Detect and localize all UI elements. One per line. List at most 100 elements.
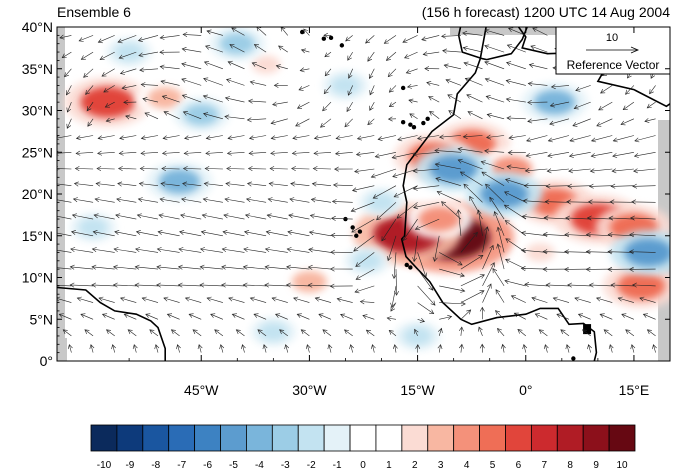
wind-vector-head bbox=[86, 106, 92, 112]
wind-vector-shaft bbox=[57, 215, 72, 220]
wind-vector-shaft bbox=[588, 344, 591, 353]
wind-vector-shaft bbox=[181, 198, 202, 203]
wind-vector-head bbox=[582, 329, 588, 335]
island bbox=[425, 116, 430, 122]
wind-vector-head bbox=[585, 249, 591, 255]
wind-vector-shaft bbox=[248, 100, 267, 103]
wind-vector-head bbox=[330, 232, 336, 238]
wind-vector-head bbox=[242, 282, 248, 288]
wind-vector-head bbox=[628, 266, 634, 272]
wind-vector-head bbox=[91, 247, 97, 253]
wind-vector-head bbox=[324, 52, 330, 58]
wind-vector-shaft bbox=[566, 344, 570, 353]
wind-vector-shaft bbox=[264, 284, 288, 287]
colorbar-label: 5 bbox=[490, 460, 496, 471]
wind-vector-head bbox=[219, 344, 225, 350]
wind-vector-shaft bbox=[203, 78, 224, 86]
wind-vector-shaft bbox=[524, 284, 548, 287]
anomaly-blob bbox=[418, 206, 461, 232]
wind-vector-head bbox=[159, 34, 165, 40]
wind-vector-shaft bbox=[292, 135, 310, 139]
wind-vector-head bbox=[620, 120, 626, 126]
wind-vector-head bbox=[356, 135, 362, 141]
wind-vector-head bbox=[422, 51, 428, 57]
wind-vector-head bbox=[388, 102, 394, 107]
wind-vector-head bbox=[460, 301, 466, 307]
colorbar-label: -7 bbox=[177, 460, 186, 471]
wind-vector-head bbox=[565, 215, 571, 221]
wind-vector-shaft bbox=[222, 248, 245, 253]
wind-vector-head bbox=[245, 197, 251, 203]
wind-vector-head bbox=[251, 62, 257, 67]
wind-vector-head bbox=[547, 153, 553, 158]
colorbar-swatch bbox=[530, 424, 558, 452]
wind-vector-head bbox=[586, 215, 592, 221]
wind-vector-head bbox=[639, 296, 645, 302]
wind-vector-shaft bbox=[572, 118, 591, 127]
wind-vector-shaft bbox=[73, 198, 94, 203]
wind-vector-shaft bbox=[517, 329, 526, 337]
wind-vector-head bbox=[355, 262, 361, 267]
wind-vector-shaft bbox=[442, 50, 461, 53]
wind-vector-shaft bbox=[269, 183, 288, 186]
wind-vector-shaft bbox=[625, 85, 635, 95]
wind-vector-head bbox=[226, 78, 232, 84]
wind-vector-shaft bbox=[114, 231, 137, 237]
wind-vector-shaft bbox=[417, 135, 440, 139]
wind-vector-shaft bbox=[185, 297, 202, 303]
wind-vector-shaft bbox=[320, 118, 332, 128]
wind-vector-head bbox=[462, 46, 468, 51]
wind-vector-shaft bbox=[125, 115, 137, 120]
wind-vector-head bbox=[210, 313, 216, 318]
wind-vector-shaft bbox=[298, 85, 310, 91]
colorbar: -10 -9 -8 -7 -6 -5 -4 -3 -2 -1 0 1 2 3 4 5 6 7 8 9 10 bbox=[90, 424, 636, 471]
wind-vector-head bbox=[113, 247, 119, 253]
wind-vector-shaft bbox=[607, 251, 634, 253]
wind-vector-shaft bbox=[98, 35, 115, 43]
wind-vector-shaft bbox=[621, 313, 635, 320]
wind-vector-shaft bbox=[156, 266, 180, 270]
colorbar-label: 4 bbox=[464, 460, 470, 471]
wind-vector-shaft bbox=[120, 297, 137, 303]
wind-vector-shaft bbox=[353, 235, 375, 252]
wind-vector-shaft bbox=[336, 135, 353, 139]
wind-vector-head bbox=[409, 113, 415, 118]
wind-vector-head bbox=[137, 197, 143, 203]
wind-vector-shaft bbox=[285, 344, 289, 353]
wind-vector-shaft bbox=[550, 101, 570, 107]
wind-vector-head bbox=[544, 199, 550, 205]
wind-vector-head bbox=[145, 313, 151, 318]
wind-vector-shaft bbox=[278, 45, 288, 53]
wind-vector-shaft bbox=[478, 326, 483, 337]
wind-vector-head bbox=[98, 296, 104, 302]
wind-vector-shaft bbox=[511, 295, 526, 303]
wind-vector-head bbox=[118, 150, 124, 156]
colorbar-label: -6 bbox=[203, 460, 212, 471]
wind-vector-shaft bbox=[406, 68, 418, 74]
anomaly-blob bbox=[114, 42, 144, 62]
anomaly-blob bbox=[533, 89, 576, 115]
island bbox=[411, 125, 417, 130]
wind-vector-shaft bbox=[160, 66, 180, 70]
wind-vector-head bbox=[181, 62, 187, 68]
wind-vector-shaft bbox=[106, 329, 115, 337]
wind-vector-head bbox=[181, 47, 187, 52]
wind-vector-shaft bbox=[90, 344, 94, 353]
wind-vector-shaft bbox=[485, 78, 505, 86]
anomaly-blob bbox=[158, 169, 201, 194]
wind-vector-shaft bbox=[567, 284, 591, 287]
wind-vector-shaft bbox=[178, 248, 202, 253]
wind-vector-shaft bbox=[484, 150, 505, 153]
wind-vector-head bbox=[472, 231, 478, 237]
wind-vector-head bbox=[350, 207, 356, 213]
wind-vector-shaft bbox=[318, 313, 332, 320]
wind-vector-head bbox=[66, 123, 72, 129]
wind-vector-head bbox=[70, 247, 76, 253]
wind-vector-shaft bbox=[448, 110, 462, 120]
wind-vector-head bbox=[117, 166, 123, 172]
wind-vector-shaft bbox=[547, 152, 570, 157]
wind-vector-shaft bbox=[275, 313, 288, 320]
wind-vector-shaft bbox=[439, 268, 465, 277]
wind-vector-head bbox=[428, 96, 434, 101]
wind-vector-head bbox=[549, 102, 555, 108]
